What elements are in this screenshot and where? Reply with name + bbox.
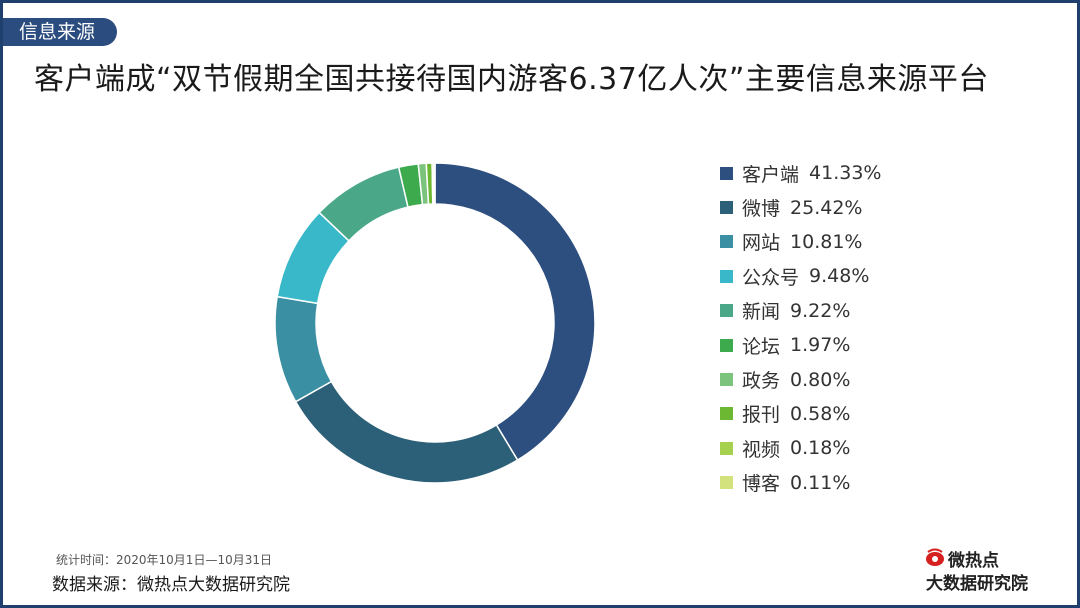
- legend-swatch: [720, 476, 733, 490]
- legend-value: 10.81%: [790, 230, 863, 253]
- legend-item-5: 论坛 1.97%: [720, 328, 881, 362]
- legend-swatch: [720, 373, 733, 387]
- data-source: 数据来源：微热点大数据研究院: [52, 575, 290, 595]
- section-tag: 信息来源: [3, 18, 118, 46]
- legend-value: 41.33%: [809, 162, 882, 185]
- legend-value: 25.42%: [790, 196, 863, 219]
- stat-time: 统计时间：2020年10月1日—10月31日: [56, 553, 272, 567]
- legend-value: 0.18%: [790, 437, 851, 460]
- legend-label: 公众号: [742, 266, 800, 289]
- legend-item-7: 报刊 0.58%: [720, 397, 881, 431]
- legend-item-3: 公众号 9.48%: [720, 259, 881, 293]
- brand-logo: 微热点 大数据研究院: [918, 546, 1048, 594]
- legend-swatch: [720, 441, 733, 455]
- legend-item-2: 网站 10.81%: [720, 225, 881, 259]
- legend-value: 0.11%: [790, 471, 851, 494]
- legend-label: 博客: [742, 473, 781, 496]
- page-title: 客户端成“双节假期全国共接待国内游客6.37亿人次”主要信息来源平台: [34, 62, 989, 97]
- legend-label: 客户端: [742, 163, 800, 186]
- legend-swatch: [720, 201, 733, 215]
- legend-swatch: [720, 338, 733, 352]
- legend-item-6: 政务 0.80%: [720, 362, 881, 396]
- legend-label: 论坛: [742, 335, 781, 358]
- donut-slice-2: [274, 295, 333, 403]
- legend-swatch: [720, 304, 733, 318]
- legend-value: 0.80%: [790, 368, 851, 391]
- legend-label: 视频: [742, 438, 781, 461]
- legend-swatch: [720, 166, 733, 180]
- legend-label: 政务: [742, 370, 781, 393]
- donut-chart: [274, 162, 596, 484]
- legend-value: 0.58%: [790, 402, 851, 425]
- legend-value: 9.22%: [790, 299, 851, 322]
- donut-slice-0: [434, 162, 596, 462]
- legend-value: 9.48%: [809, 265, 870, 288]
- chart-legend: 客户端 41.33% 微博 25.42% 网站 10.81% 公众号 9.48% 新闻 9.22%…: [720, 156, 881, 500]
- legend-item-0: 客户端 41.33%: [720, 156, 881, 190]
- logo-text-line1: 微热点: [948, 551, 999, 571]
- legend-label: 报刊: [742, 404, 781, 427]
- legend-swatch: [720, 407, 733, 421]
- legend-swatch: [720, 235, 733, 249]
- donut-slice-1: [294, 380, 519, 484]
- legend-label: 新闻: [742, 301, 781, 324]
- legend-label: 网站: [742, 232, 781, 255]
- legend-item-8: 视频 0.18%: [720, 431, 881, 465]
- donut-slice-9: [433, 162, 436, 205]
- logo-text-line2: 大数据研究院: [926, 574, 1028, 594]
- legend-item-4: 新闻 9.22%: [720, 294, 881, 328]
- legend-label: 微博: [742, 198, 781, 221]
- legend-swatch: [720, 269, 733, 283]
- legend-value: 1.97%: [790, 334, 851, 357]
- eye-logo-icon: [926, 548, 944, 566]
- legend-item-1: 微博 25.42%: [720, 190, 881, 224]
- legend-item-9: 博客 0.11%: [720, 466, 881, 500]
